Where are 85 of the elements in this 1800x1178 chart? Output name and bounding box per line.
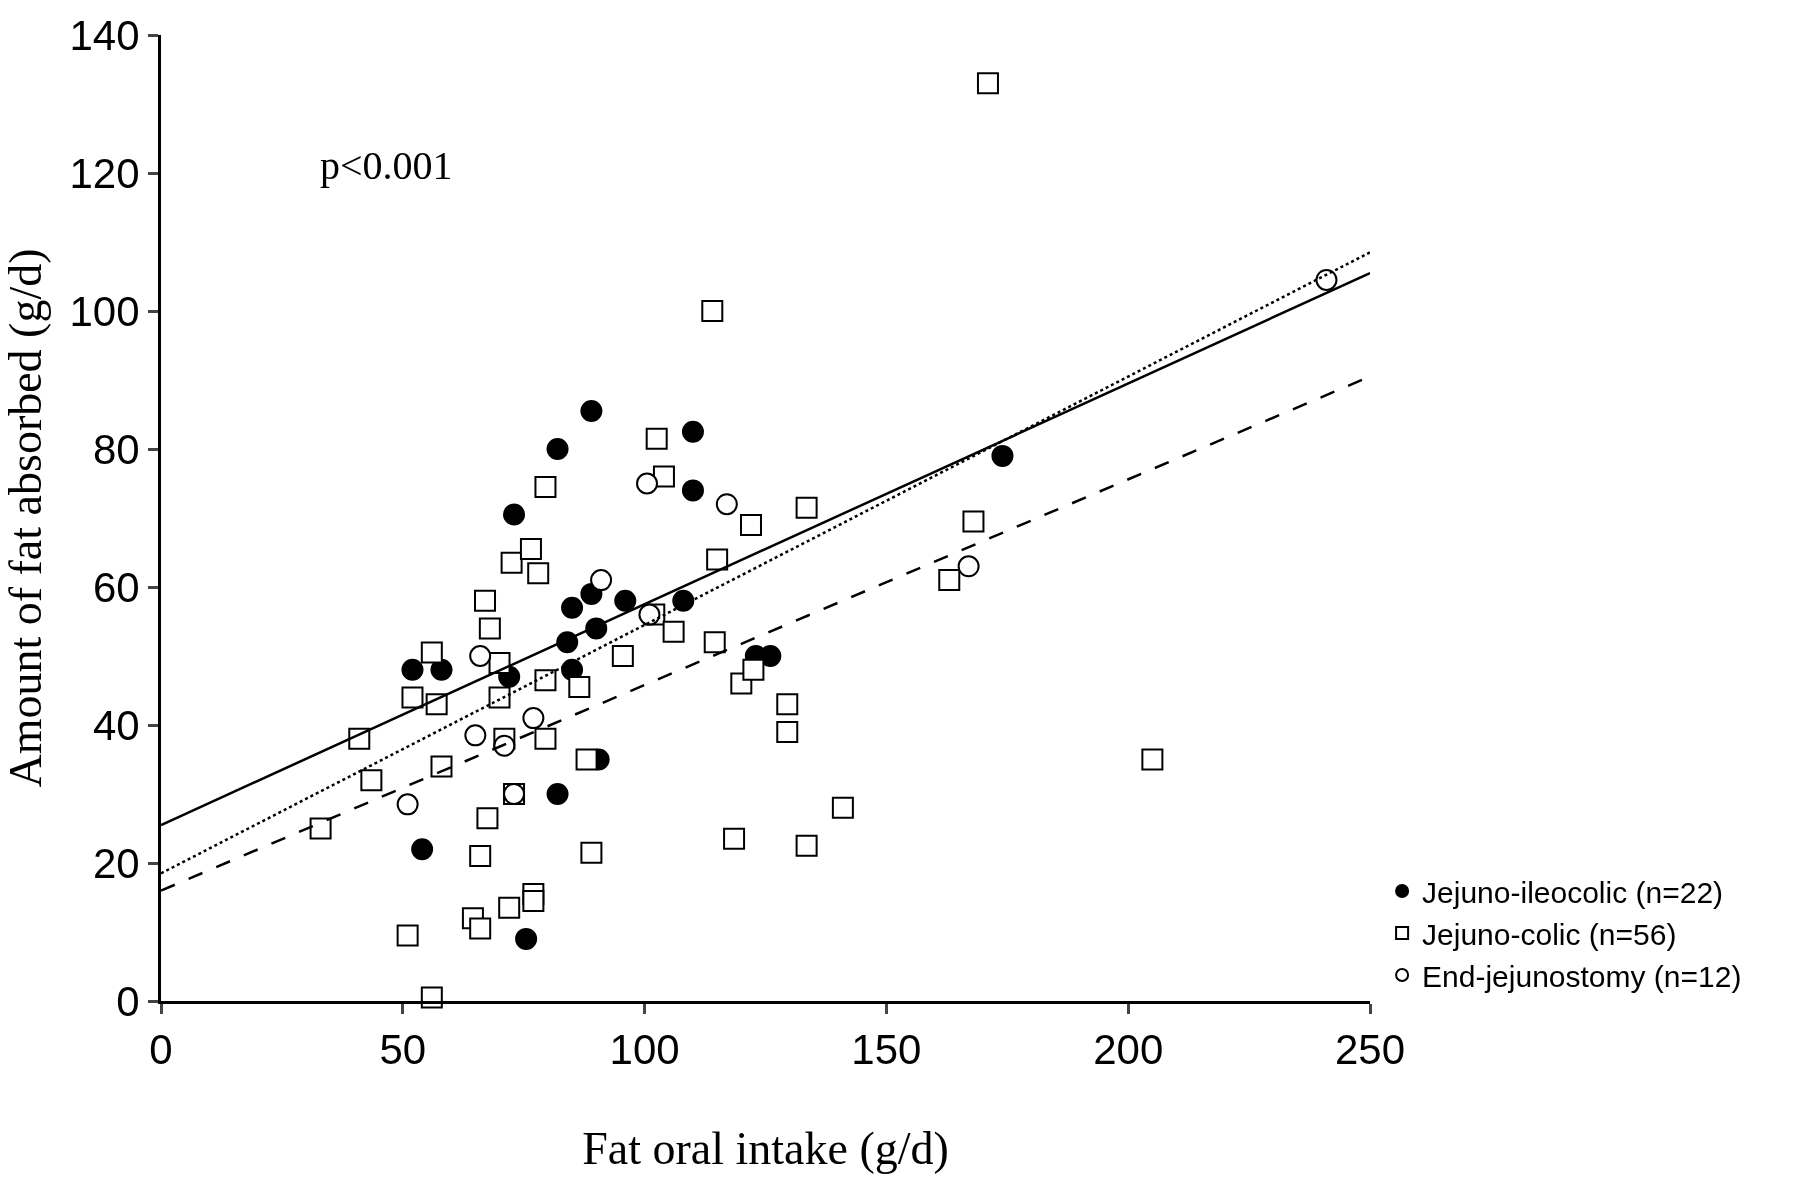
point xyxy=(498,896,521,919)
y-tick-label: 80 xyxy=(92,425,140,473)
point xyxy=(411,838,434,861)
point xyxy=(976,72,999,95)
point xyxy=(561,596,584,619)
point xyxy=(701,300,724,322)
point xyxy=(546,438,569,460)
point xyxy=(464,724,487,747)
point xyxy=(614,589,637,612)
point xyxy=(590,569,613,592)
point xyxy=(991,444,1014,467)
y-tick-label: 0 xyxy=(116,977,140,1025)
point xyxy=(469,845,492,868)
y-tick-label: 140 xyxy=(69,11,140,59)
point xyxy=(534,727,557,750)
point xyxy=(522,707,545,730)
point xyxy=(546,783,569,805)
point xyxy=(401,686,424,709)
point xyxy=(478,617,501,640)
point xyxy=(420,641,443,664)
point xyxy=(672,589,695,612)
point xyxy=(645,427,668,450)
y-tick-label: 20 xyxy=(92,839,140,887)
point xyxy=(488,686,511,709)
point xyxy=(795,496,818,519)
point xyxy=(396,924,419,947)
point xyxy=(706,548,729,571)
y-tick-label: 100 xyxy=(69,287,140,335)
x-tick-label: 50 xyxy=(379,1026,427,1074)
y-tick-label: 60 xyxy=(92,563,140,611)
point xyxy=(534,475,557,498)
point xyxy=(396,793,419,816)
point xyxy=(401,658,424,681)
point xyxy=(776,693,799,716)
point xyxy=(715,493,738,516)
x-axis-title: Fat oral intake (g/d) xyxy=(582,1123,949,1175)
point xyxy=(681,420,704,443)
point xyxy=(681,479,704,502)
point xyxy=(527,562,550,585)
point xyxy=(430,755,453,778)
point xyxy=(795,834,818,857)
point xyxy=(476,807,499,830)
point xyxy=(1315,268,1338,291)
legend-label: Jejuno-colic (n=56) xyxy=(1422,917,1677,951)
point xyxy=(957,555,980,578)
point xyxy=(723,827,746,850)
point xyxy=(636,472,659,495)
point xyxy=(534,669,557,692)
point xyxy=(522,889,545,912)
point xyxy=(500,551,523,574)
point xyxy=(1141,748,1164,771)
point xyxy=(638,603,661,626)
x-tick-label: 100 xyxy=(609,1026,680,1074)
point xyxy=(309,817,332,840)
x-tick-label: 0 xyxy=(149,1026,173,1074)
point xyxy=(611,645,634,667)
point xyxy=(575,748,598,771)
point xyxy=(938,569,961,592)
point xyxy=(474,589,497,612)
y-tick-label: 40 xyxy=(92,701,140,749)
point xyxy=(360,769,383,792)
point xyxy=(703,631,726,654)
point xyxy=(515,927,538,950)
point xyxy=(503,503,526,526)
point xyxy=(662,620,685,643)
point xyxy=(652,465,675,488)
x-tick-label: 150 xyxy=(851,1026,922,1074)
point xyxy=(568,676,591,699)
point xyxy=(776,720,799,743)
point xyxy=(580,400,603,423)
x-tick-label: 250 xyxy=(1334,1026,1406,1074)
legend-label: End-jejunostomy (n=12) xyxy=(1422,959,1742,993)
y-axis-title: Amount of fat absorbed (g/d) xyxy=(0,248,51,788)
point xyxy=(962,510,985,533)
y-tick-label: 120 xyxy=(69,149,140,197)
annotation: p<0.001 xyxy=(320,143,453,188)
point xyxy=(580,841,603,864)
point xyxy=(742,658,765,681)
point xyxy=(519,538,542,561)
x-tick-label: 200 xyxy=(1093,1026,1164,1074)
point xyxy=(469,645,492,667)
legend-label: Jejuno-ileocolic (n=22) xyxy=(1422,875,1724,909)
point xyxy=(831,796,854,819)
point xyxy=(469,917,492,940)
point xyxy=(493,734,516,757)
